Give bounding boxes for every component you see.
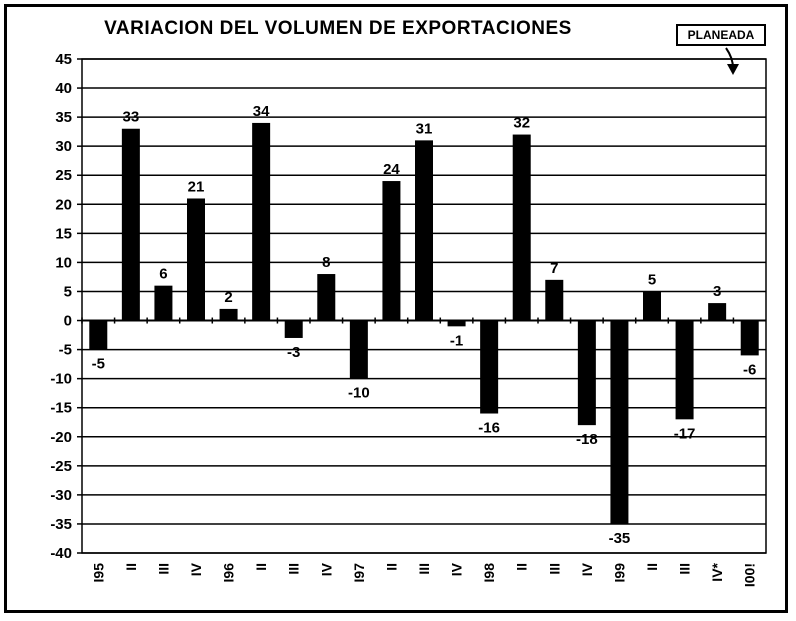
bar (512, 134, 531, 321)
bar (545, 279, 564, 321)
bar (252, 122, 271, 321)
value-label: 21 (188, 178, 205, 195)
bar (708, 303, 727, 321)
value-label: 8 (322, 254, 330, 271)
y-tick-label: 10 (55, 254, 72, 271)
value-label: 31 (416, 120, 433, 137)
category-label: IV (318, 562, 334, 576)
bar (89, 320, 108, 350)
category-label: I96 (221, 563, 237, 583)
y-tick-label: -20 (50, 429, 72, 446)
value-label: -18 (576, 431, 598, 448)
bar (740, 320, 759, 356)
chart-title: VARIACION DEL VOLUMEN DE EXPORTACIONES (104, 18, 572, 39)
y-tick-label: -35 (50, 516, 72, 533)
value-label: -5 (92, 356, 105, 373)
value-label: 6 (159, 266, 167, 283)
value-label: -16 (478, 420, 500, 437)
category-label: I95 (90, 563, 106, 583)
value-label: -1 (450, 332, 463, 349)
y-tick-label: 0 (64, 313, 72, 330)
bar (382, 181, 401, 321)
y-tick-label: -25 (50, 458, 72, 475)
bar (610, 320, 629, 524)
bar (415, 140, 433, 321)
value-label: 7 (550, 260, 558, 277)
y-tick-label: 5 (64, 283, 72, 300)
y-tick-label: -10 (50, 371, 72, 388)
bar (480, 320, 499, 414)
y-axis-ticks: 45 40 35 30 25 20 15 10 5 0 -5 -10 -15 -20 -25 -30 -35 -4… (50, 51, 82, 562)
category-label: IV (188, 562, 204, 576)
y-tick-label: 15 (55, 225, 72, 242)
bar (154, 285, 173, 321)
category-label: II (123, 563, 139, 571)
bar (284, 320, 303, 338)
category-label: III (286, 563, 302, 575)
value-label: 24 (383, 161, 400, 178)
value-label: -35 (609, 530, 631, 547)
value-label: 33 (123, 109, 140, 126)
value-label: -10 (348, 385, 370, 402)
category-label: IV (449, 562, 465, 576)
arrow-head (727, 64, 739, 75)
y-tick-label: -30 (50, 487, 72, 504)
value-label: 5 (648, 271, 656, 288)
category-label: II (514, 563, 530, 571)
category-labels: I95 II III IV I96 II III IV I97 II III IV I98 II III IV… (90, 562, 757, 587)
category-label: II (644, 563, 660, 571)
value-labels: -5 33 6 21 2 34 -3 8 -10 24 31 -1 -16 32 7 -18 -35 5 -17 3 -… (92, 103, 757, 547)
category-label: IV (579, 562, 595, 576)
value-label: -6 (743, 361, 756, 378)
y-tick-label: 25 (55, 167, 72, 184)
y-tick-label: 20 (55, 196, 72, 213)
category-label: III (677, 563, 693, 575)
category-label: III (546, 563, 562, 575)
bar (187, 198, 205, 321)
y-tick-label: -5 (59, 342, 72, 359)
category-label: II (253, 563, 269, 571)
y-tick-label: -15 (50, 400, 72, 417)
bars (81, 122, 759, 524)
category-label: I99 (611, 563, 627, 583)
y-tick-label: 30 (55, 138, 72, 155)
category-label: III (155, 563, 171, 575)
value-label: 34 (253, 103, 270, 120)
category-label: II (383, 563, 399, 571)
bar (121, 128, 140, 321)
category-label: I98 (481, 563, 497, 583)
value-label: -3 (287, 344, 300, 361)
bar (219, 308, 238, 321)
y-tick-label: 35 (55, 109, 72, 126)
value-label: 32 (513, 115, 530, 132)
category-label: III (416, 563, 432, 575)
bar (643, 291, 661, 321)
y-tick-label: 45 (55, 51, 72, 68)
bar (349, 320, 368, 379)
value-label: 2 (224, 289, 232, 306)
planned-arrow-icon (725, 47, 739, 75)
bar (675, 320, 694, 420)
planned-annotation-box: PLANEADA (676, 24, 766, 46)
bar (577, 320, 596, 426)
bar (317, 274, 336, 321)
value-label: -17 (674, 425, 696, 442)
y-tick-label: 40 (55, 80, 72, 97)
category-label: I97 (351, 563, 367, 583)
category-label: IV* (709, 562, 725, 581)
y-tick-label: -40 (50, 545, 72, 562)
bar (447, 320, 466, 327)
value-label: 3 (713, 283, 721, 300)
category-label: I00! (742, 563, 758, 587)
